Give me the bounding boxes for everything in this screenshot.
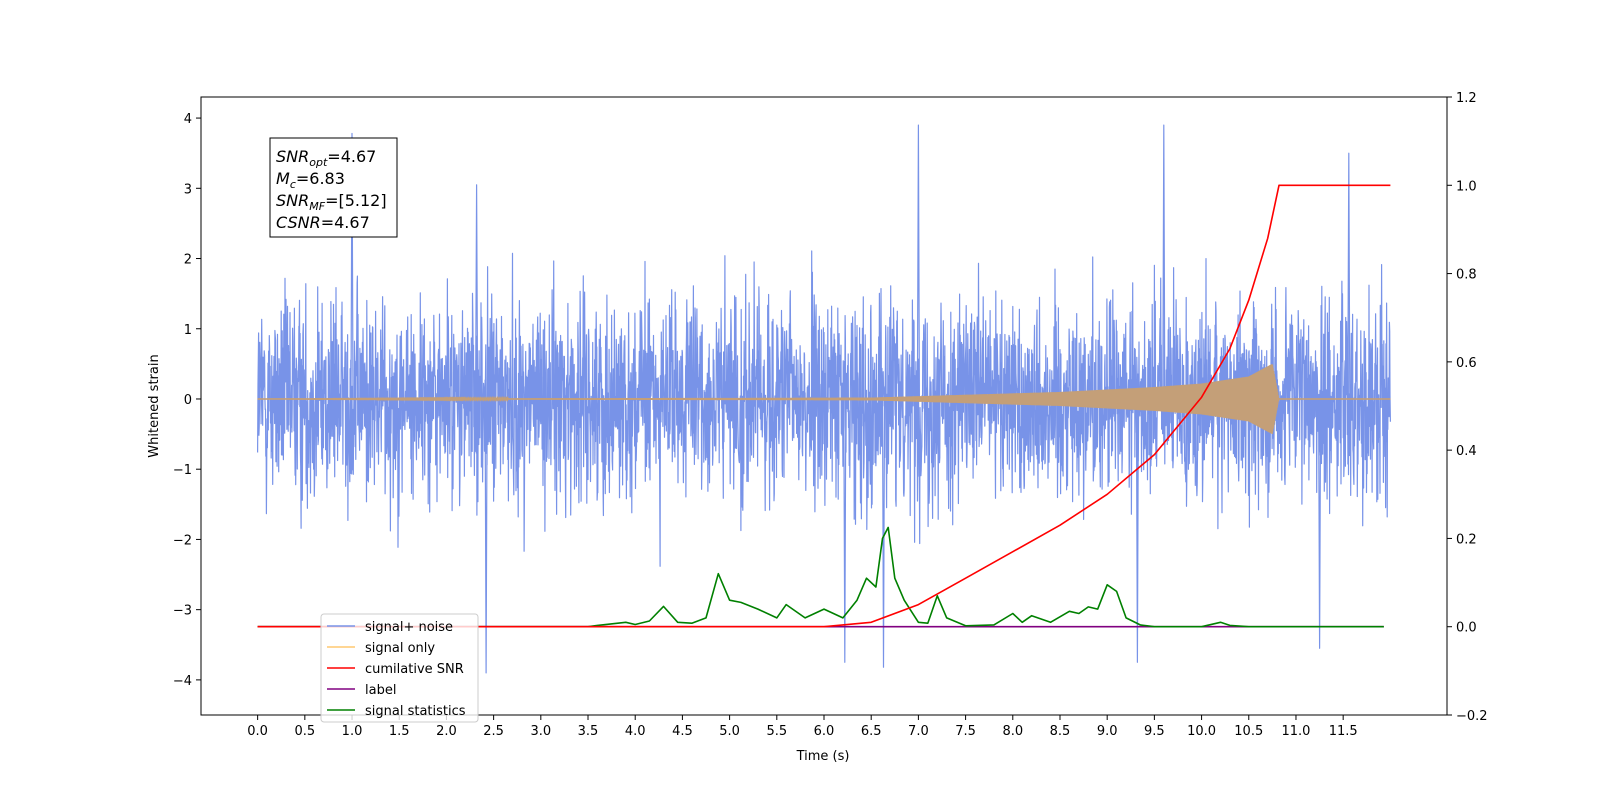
x-tick-label: 6.0 (814, 724, 835, 739)
annotation-value: =4.67 (321, 213, 370, 232)
x-tick-label: 11.5 (1329, 724, 1358, 739)
x-tick-label: 1.0 (342, 724, 363, 739)
x-tick-label: 11.0 (1281, 724, 1310, 739)
legend-frame (320, 613, 479, 723)
y-tick-label: 1 (184, 323, 192, 338)
x-tick-label: 7.0 (908, 724, 929, 739)
x-tick-label: 3.5 (578, 724, 599, 739)
annotation-value: =[5.12] (325, 191, 387, 210)
x-axis-title: Time (s) (796, 749, 850, 764)
y2-tick-label: 0.2 (1456, 532, 1477, 547)
y2-tick-label: −0.2 (1456, 709, 1488, 724)
legend-label: cumilative SNR (365, 662, 464, 677)
annotation-symbol: M (276, 169, 290, 188)
x-tick-label: 8.5 (1050, 724, 1071, 739)
x-tick-label: 6.5 (861, 724, 882, 739)
annotation-subscript: MF (309, 200, 325, 213)
legend-label: signal only (365, 641, 435, 656)
annotation-value: =4.67 (327, 147, 376, 166)
y-tick-label: 0 (184, 393, 192, 408)
legend-label: signal+ noise (365, 620, 453, 635)
x-tick-label: 5.0 (719, 724, 740, 739)
y-tick-label: −1 (173, 463, 192, 478)
x-tick-label: 4.0 (625, 724, 646, 739)
legend: signal+ noise signal only cumilative SNR la… (320, 613, 479, 723)
y-tick-label: 2 (184, 253, 192, 268)
series-signal-statistics (257, 526, 1384, 628)
x-tick-label: 10.5 (1234, 724, 1263, 739)
plot-area (257, 124, 1391, 674)
y-axis-title: Whitened strain (147, 354, 162, 457)
y-tick-label: 4 (184, 112, 192, 127)
y-tick-label: −3 (173, 604, 192, 619)
annotation-line: Mc=6.83 (276, 169, 345, 191)
x-tick-label: 9.5 (1144, 724, 1165, 739)
x-tick-label: 10.0 (1187, 724, 1216, 739)
annotation-subscript: opt (309, 156, 328, 169)
x-tick-label: 3.0 (530, 724, 551, 739)
y-tick-label: −4 (173, 674, 192, 689)
x-tick-label: 4.5 (672, 724, 693, 739)
annotation-symbol: SNR (276, 191, 309, 210)
axes: 0.0 0.5 1.0 1.5 2.0 2.5 3.0 3.5 4.0 4.5 5.0 5.5 6.0 6… (173, 91, 1488, 739)
x-tick-label: 7.5 (955, 724, 976, 739)
series-cumulative-snr (257, 184, 1391, 628)
y-tick-label: −2 (173, 533, 192, 548)
y2-tick-label: 0.6 (1456, 356, 1477, 371)
annotation-line: CSNR=4.67 (276, 213, 370, 232)
annotation-value: =6.83 (296, 169, 345, 188)
x-tick-label: 1.5 (389, 724, 410, 739)
annotation-subscript: c (290, 178, 296, 191)
legend-label: signal statistics (365, 704, 466, 719)
y2-tick-label: 1.0 (1456, 179, 1477, 194)
x-tick-label: 8.0 (1002, 724, 1023, 739)
legend-label: label (365, 683, 396, 698)
x-tick-label: 9.0 (1097, 724, 1118, 739)
x-tick-label: 0.0 (247, 724, 268, 739)
y2-tick-label: 0.8 (1456, 268, 1477, 283)
annotation-symbol: SNR (276, 147, 309, 166)
y2-tick-label: 0.4 (1456, 444, 1477, 459)
y2-tick-label: 1.2 (1456, 91, 1477, 106)
x-tick-label: 2.0 (436, 724, 457, 739)
annotation-line: SNRopt=4.67 (276, 147, 376, 169)
x-tick-label: 0.5 (294, 724, 315, 739)
annotation-line: SNRMF=[5.12] (276, 191, 387, 213)
annotation-frame (269, 137, 398, 238)
y-tick-label: 3 (184, 182, 192, 197)
x-tick-label: 2.5 (483, 724, 504, 739)
annotation-symbol: CSNR (276, 213, 321, 232)
x-tick-label: 5.5 (766, 724, 787, 739)
y2-tick-label: 0.0 (1456, 621, 1477, 636)
series-signal-noise (257, 124, 1391, 674)
